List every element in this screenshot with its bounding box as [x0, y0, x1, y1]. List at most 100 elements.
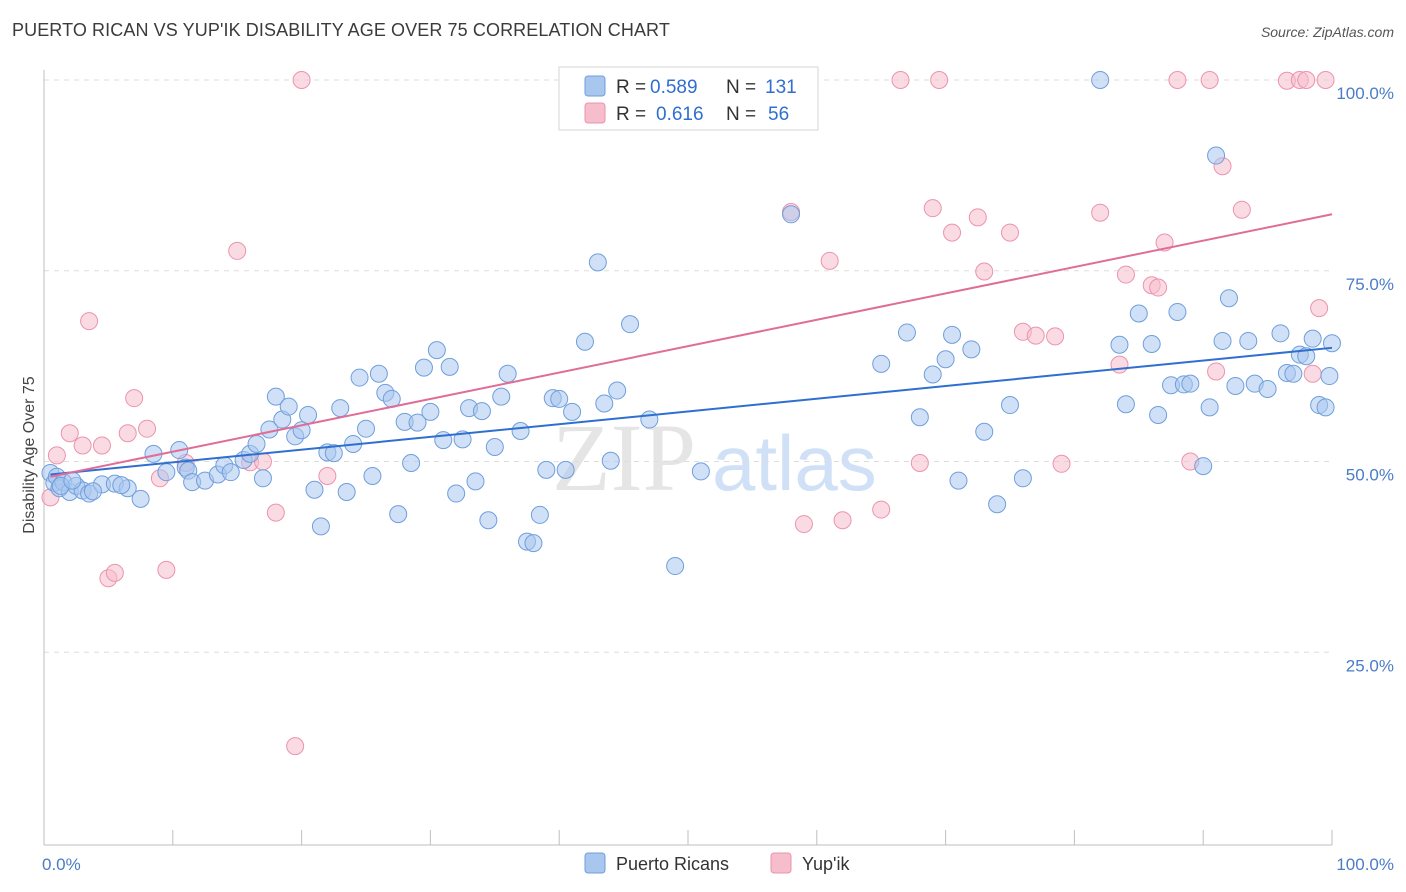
puerto-rican-point: [872, 354, 891, 373]
puerto-rican-point: [389, 505, 408, 524]
yupik-point: [923, 199, 942, 218]
puerto-rican-point: [936, 350, 955, 369]
puerto-rican-point: [1316, 398, 1335, 417]
puerto-rican-point: [350, 368, 369, 387]
legend-swatch-blue: [584, 75, 606, 97]
puerto-rican-point: [1129, 304, 1148, 323]
yupik-point: [891, 71, 910, 89]
puerto-rican-point: [608, 381, 627, 400]
y-tick-label: 25.0%: [1346, 656, 1394, 675]
yupik-point: [1297, 71, 1316, 89]
puerto-rican-point: [1219, 289, 1238, 308]
puerto-rican-point: [440, 357, 459, 376]
yupik-point: [975, 262, 994, 281]
series-yupik-points: [41, 71, 1335, 756]
puerto-rican-point: [1239, 331, 1258, 350]
puerto-rican-point: [324, 444, 343, 463]
yupik-point: [1303, 364, 1322, 383]
legend-r-value-blue: 0.589: [650, 77, 698, 98]
yupik-point: [1168, 71, 1187, 89]
legend-r-value-pink: 0.616: [656, 104, 704, 125]
puerto-rican-point: [447, 484, 466, 503]
yupik-point: [1110, 355, 1129, 374]
puerto-rican-point: [975, 422, 994, 441]
y-axis-label: Disability Age Over 75: [21, 376, 38, 534]
puerto-rican-point: [910, 408, 929, 427]
puerto-rican-point: [1149, 405, 1168, 424]
puerto-rican-point: [1001, 396, 1019, 415]
puerto-rican-point: [1200, 398, 1219, 417]
yupik-point: [1001, 223, 1019, 242]
puerto-rican-point: [511, 421, 530, 440]
puerto-rican-point: [1181, 374, 1200, 393]
puerto-rican-point: [131, 489, 150, 508]
yupik-point: [92, 436, 111, 455]
puerto-rican-point: [575, 332, 594, 351]
puerto-rican-point: [498, 364, 517, 383]
yupik-point: [794, 515, 813, 534]
puerto-rican-point: [63, 471, 82, 490]
axes: [43, 70, 1333, 846]
puerto-rican-point: [1207, 146, 1226, 165]
puerto-rican-point: [402, 454, 421, 473]
puerto-rican-point: [601, 451, 620, 470]
legend-r-label-blue: R =: [616, 77, 646, 98]
puerto-rican-point: [1091, 71, 1110, 89]
puerto-rican-point: [221, 463, 240, 482]
puerto-rican-point: [369, 364, 388, 383]
bottom-legend-label-blue: Puerto Ricans: [616, 854, 729, 874]
yupik-point: [286, 737, 305, 756]
puerto-rican-point: [408, 413, 427, 432]
source-label: Source: ZipAtlas.com: [1260, 24, 1394, 40]
bottom-legend-swatch-pink: [770, 852, 792, 874]
puerto-rican-point: [266, 387, 285, 406]
puerto-rican-point: [157, 463, 176, 482]
puerto-rican-point: [1271, 324, 1290, 343]
puerto-rican-point: [943, 325, 962, 344]
yupik-point: [1207, 362, 1226, 381]
yupik-point: [1091, 203, 1110, 222]
series-legend: Puerto Ricans Yup'ik: [584, 852, 850, 874]
yupik-point: [157, 560, 176, 579]
bottom-legend-label-pink: Yup'ik: [802, 854, 850, 874]
yupik-point: [266, 503, 285, 522]
puerto-rican-point: [588, 253, 607, 272]
puerto-rican-point: [563, 402, 582, 421]
puerto-rican-point: [537, 460, 556, 479]
yupik-point: [105, 563, 124, 582]
yupik-point: [1052, 454, 1071, 473]
yupik-point: [73, 436, 92, 455]
puerto-rican-point: [337, 483, 356, 502]
puerto-rican-point: [466, 472, 485, 491]
puerto-rican-point: [1320, 367, 1339, 386]
yupik-point: [60, 424, 79, 443]
puerto-rican-point: [1168, 302, 1187, 321]
puerto-rican-point: [556, 460, 575, 479]
yupik-point: [1116, 265, 1135, 284]
puerto-rican-point: [1226, 376, 1245, 395]
yupik-point: [930, 71, 949, 89]
yupik-point: [1232, 200, 1251, 219]
stats-legend: R = 0.589 N = 131 R = 0.616 N = 56: [558, 66, 819, 131]
series-puerto-ricans-points: [41, 71, 1341, 576]
yupik-point: [910, 454, 929, 473]
yupik-point: [318, 466, 337, 485]
puerto-rican-point: [1213, 331, 1232, 350]
puerto-rican-point: [530, 505, 549, 524]
yupik-point: [1200, 71, 1219, 89]
watermark: ZIP atlas: [552, 404, 877, 511]
legend-r-label-pink: R =: [616, 104, 646, 125]
puerto-rican-point: [305, 480, 324, 499]
puerto-rican-point: [414, 358, 433, 377]
yupik-point: [292, 71, 311, 89]
puerto-rican-point: [550, 389, 569, 408]
yupik-point: [1026, 326, 1045, 345]
yupik-point: [820, 251, 839, 270]
y-tick-label: 100.0%: [1336, 84, 1394, 103]
yupik-point: [125, 389, 144, 408]
puerto-rican-point: [363, 466, 382, 485]
yupik-point: [118, 424, 137, 443]
legend-n-value-pink: 56: [768, 104, 789, 125]
legend-n-value-blue: 131: [765, 77, 797, 98]
